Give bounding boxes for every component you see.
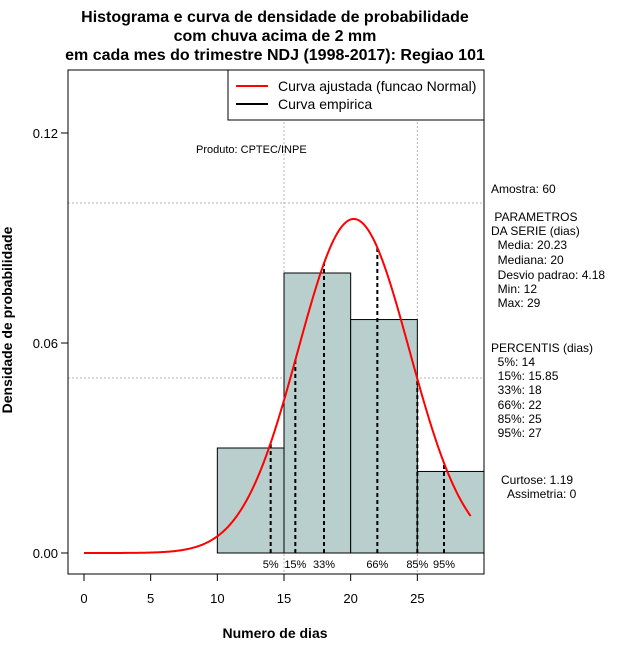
stat-p66: 66%: 22 <box>491 398 542 412</box>
product-annotation: Produto: CPTEC/INPE <box>196 144 307 156</box>
x-tick-label: 15 <box>277 591 291 606</box>
legend-label-normal: Curva ajustada (funcao Normal) <box>278 78 476 94</box>
stat-median: Mediana: 20 <box>491 253 564 267</box>
stat-p5: 5%: 14 <box>491 355 535 369</box>
y-tick-label: 0.06 <box>33 336 58 351</box>
stat-p95: 95%: 27 <box>491 426 542 440</box>
legend: Curva ajustada (funcao Normal) Curva emp… <box>227 69 485 121</box>
histogram-bars <box>216 272 485 554</box>
chart-title-line-3: em cada mes do trimestre NDJ (1998-2017)… <box>65 47 485 64</box>
percentile-label: 95% <box>433 559 455 571</box>
chart-title: Histograma e curva de densidade de proba… <box>65 9 485 64</box>
x-axis: 0 5 10 15 20 25 <box>80 573 425 606</box>
stat-mean: Media: 20.23 <box>491 238 567 252</box>
stat-max: Max: 29 <box>491 296 541 310</box>
histogram-bar <box>216 447 285 554</box>
y-axis: 0.00 0.06 0.12 <box>33 126 69 561</box>
percentile-label: 5% <box>263 559 279 571</box>
x-tick-label: 10 <box>210 591 224 606</box>
y-tick-label: 0.00 <box>33 546 58 561</box>
histogram-bar <box>350 319 418 554</box>
stat-sample: Amostra: 60 <box>491 182 556 196</box>
percentile-label: 66% <box>366 559 388 571</box>
normal-curve <box>84 217 472 554</box>
x-tick-label: 20 <box>343 591 357 606</box>
x-axis-title: Numero de dias <box>222 625 327 641</box>
stat-params-subheading: DA SERIE (dias) <box>491 224 580 238</box>
y-tick-label: 0.12 <box>33 126 58 141</box>
stat-p33: 33%: 18 <box>491 383 542 397</box>
stat-p15: 15%: 15.85 <box>491 369 559 383</box>
stat-min: Min: 12 <box>491 282 537 296</box>
percentile-label: 85% <box>406 559 428 571</box>
percentile-label: 15% <box>284 559 306 571</box>
stat-sd: Desvio padrao: 4.18 <box>491 268 605 282</box>
stat-percentiles-heading: PERCENTIS (dias) <box>491 341 593 355</box>
chart-title-line-2: com chuva acima de 2 mm <box>174 28 377 45</box>
legend-label-empirical: Curva empirica <box>278 96 372 112</box>
x-tick-label: 5 <box>147 591 154 606</box>
percentile-lines: 5% 15% 33% 66% 85% 95% <box>263 247 455 571</box>
normal-curve-line <box>84 217 472 554</box>
histogram-bar <box>416 470 485 554</box>
chart-title-line-1: Histograma e curva de densidade de proba… <box>81 9 469 26</box>
x-tick-label: 25 <box>410 591 424 606</box>
statistics-panel: Amostra: 60 PARAMETROS DA SERIE (dias) M… <box>491 182 605 501</box>
legend-box <box>227 69 485 121</box>
stat-skewness: Assimetria: 0 <box>501 487 577 501</box>
percentile-label: 33% <box>313 559 335 571</box>
y-axis-title: Densidade de probabilidade <box>0 226 15 413</box>
histogram-bar <box>283 272 352 554</box>
x-tick-label: 0 <box>80 591 87 606</box>
stat-kurtosis: Curtose: 1.19 <box>501 473 573 487</box>
stat-params-heading: PARAMETROS <box>491 210 577 224</box>
stat-p85: 85%: 25 <box>491 412 542 426</box>
